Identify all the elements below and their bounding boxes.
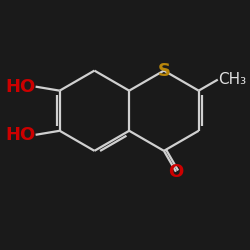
Text: HO: HO bbox=[5, 126, 36, 144]
Text: CH₃: CH₃ bbox=[218, 72, 246, 87]
Text: O: O bbox=[168, 163, 184, 181]
Text: S: S bbox=[158, 62, 170, 80]
Text: HO: HO bbox=[5, 78, 36, 96]
